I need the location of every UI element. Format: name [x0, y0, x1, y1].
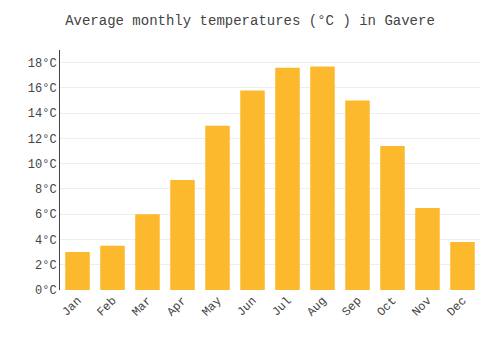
svg-text:Apr: Apr — [164, 294, 189, 319]
svg-text:6°C: 6°C — [35, 208, 57, 222]
svg-text:Jan: Jan — [59, 294, 84, 319]
svg-text:Jul: Jul — [269, 294, 294, 319]
svg-text:16°C: 16°C — [28, 82, 57, 96]
svg-text:Mar: Mar — [129, 294, 154, 319]
svg-text:18°C: 18°C — [28, 57, 57, 71]
svg-text:May: May — [199, 294, 224, 319]
svg-text:Dec: Dec — [444, 294, 469, 319]
svg-text:Oct: Oct — [374, 294, 399, 319]
svg-text:14°C: 14°C — [28, 107, 57, 121]
svg-text:Aug: Aug — [304, 294, 329, 319]
svg-text:10°C: 10°C — [28, 158, 57, 172]
svg-text:4°C: 4°C — [35, 234, 57, 248]
svg-text:Average monthly temperatures (: Average monthly temperatures (°C ) in Ga… — [65, 13, 435, 29]
svg-text:2°C: 2°C — [35, 259, 57, 273]
svg-text:Nov: Nov — [409, 294, 434, 319]
svg-text:0°C: 0°C — [35, 284, 57, 298]
svg-text:Sep: Sep — [339, 294, 364, 319]
svg-text:8°C: 8°C — [35, 183, 57, 197]
svg-text:12°C: 12°C — [28, 133, 57, 147]
svg-text:Feb: Feb — [94, 294, 119, 319]
svg-text:Jun: Jun — [234, 294, 259, 319]
